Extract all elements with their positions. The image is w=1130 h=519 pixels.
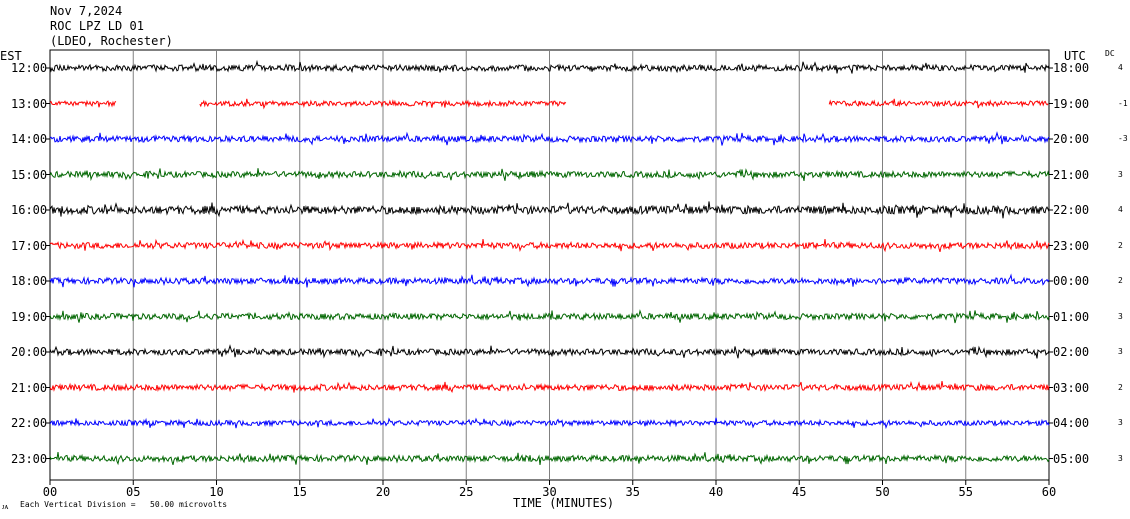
date-label: Nov 7,2024 xyxy=(50,4,123,18)
est-time-label: 16:00 xyxy=(11,203,48,217)
x-tick-label: 45 xyxy=(792,485,806,499)
trace-1300 xyxy=(199,98,567,110)
x-tick-label: 30 xyxy=(542,485,556,499)
dc-value-label: -3 xyxy=(1118,134,1128,143)
x-tick-label: 50 xyxy=(875,485,889,499)
trace-1300 xyxy=(49,99,117,108)
x-tick-label: 55 xyxy=(959,485,973,499)
est-time-label: 20:00 xyxy=(11,345,48,359)
x-tick-label: 10 xyxy=(209,485,223,499)
dc-axis-label: DC xyxy=(1105,49,1115,58)
trace-1700 xyxy=(49,238,1050,253)
utc-time-label: 22:00 xyxy=(1053,203,1090,217)
dc-value-label: 4 xyxy=(1118,205,1123,214)
est-time-label: 22:00 xyxy=(11,416,48,430)
x-tick-label: 25 xyxy=(459,485,473,499)
dc-value-label: 4 xyxy=(1118,63,1123,72)
x-tick-label: 05 xyxy=(126,485,140,499)
x-tick-label: 00 xyxy=(43,485,57,499)
x-tick-label: 35 xyxy=(626,485,640,499)
x-tick-label: 60 xyxy=(1042,485,1056,499)
utc-time-label: 01:00 xyxy=(1053,309,1090,324)
dc-value-label: 3 xyxy=(1118,418,1123,427)
utc-time-label: 03:00 xyxy=(1053,380,1090,395)
est-axis-label: EST xyxy=(0,49,22,63)
utc-time-label: 19:00 xyxy=(1053,96,1090,111)
utc-time-label: 23:00 xyxy=(1053,238,1090,253)
est-time-label: 12:00 xyxy=(11,61,48,75)
trace-1900 xyxy=(49,309,1050,324)
dc-value-label: 2 xyxy=(1118,240,1123,250)
dc-value-label: 3 xyxy=(1118,169,1123,179)
est-time-label: 18:00 xyxy=(11,274,48,288)
utc-time-label: 18:00 xyxy=(1053,61,1090,75)
network-label: (LDEO, Rochester) xyxy=(50,34,173,48)
x-tick-label: 15 xyxy=(293,485,307,499)
trace-1200 xyxy=(49,59,1050,74)
dc-value-label: 3 xyxy=(1118,453,1123,463)
trace-1400 xyxy=(49,131,1050,146)
footer-mark: ᴊᴀ xyxy=(2,502,9,511)
dc-value-label: 2 xyxy=(1118,382,1123,392)
trace-1800 xyxy=(49,273,1050,288)
est-time-label: 21:00 xyxy=(11,380,48,395)
dc-value-label: 3 xyxy=(1118,311,1123,321)
utc-time-label: 20:00 xyxy=(1053,132,1090,146)
est-time-label: 17:00 xyxy=(11,238,48,253)
utc-axis-label: UTC xyxy=(1064,49,1086,63)
trace-1300 xyxy=(828,98,1049,109)
x-tick-label: 20 xyxy=(376,485,390,499)
dc-value-label: 3 xyxy=(1118,347,1123,356)
trace-1600 xyxy=(49,201,1050,219)
trace-1500 xyxy=(49,168,1050,182)
trace-2300 xyxy=(49,452,1050,466)
trace-2000 xyxy=(49,344,1050,359)
utc-time-label: 21:00 xyxy=(1053,167,1090,182)
utc-time-label: 02:00 xyxy=(1053,345,1090,359)
footer-note: Each Vertical Division = 50.00 microvolt… xyxy=(20,500,228,509)
station-label: ROC LPZ LD 01 xyxy=(50,19,144,33)
dc-value-label: -1 xyxy=(1118,98,1128,108)
utc-time-label: 04:00 xyxy=(1053,416,1090,430)
est-time-label: 13:00 xyxy=(11,96,48,111)
trace-2100 xyxy=(49,380,1050,393)
est-time-label: 14:00 xyxy=(11,132,48,146)
est-time-label: 19:00 xyxy=(11,309,48,324)
trace-2200 xyxy=(49,417,1050,430)
x-axis-title: TIME (MINUTES) xyxy=(513,496,615,510)
est-time-label: 23:00 xyxy=(11,451,48,466)
x-tick-label: 40 xyxy=(709,485,723,499)
dc-value-label: 2 xyxy=(1118,276,1123,285)
est-time-label: 15:00 xyxy=(11,167,48,182)
utc-time-label: 00:00 xyxy=(1053,274,1090,288)
utc-time-label: 05:00 xyxy=(1053,451,1090,466)
